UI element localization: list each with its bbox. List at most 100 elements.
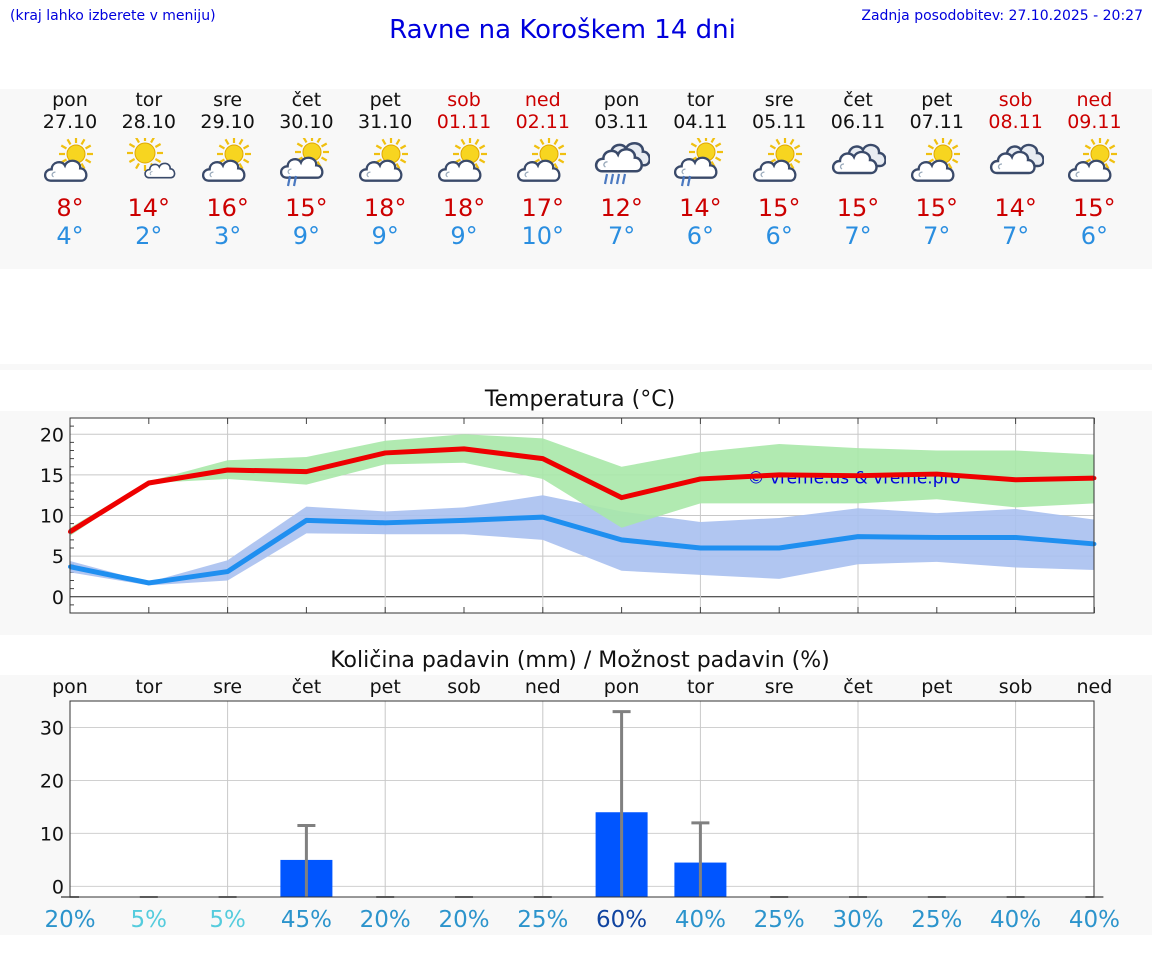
temperature-chart: © vreme.us & vreme.pro 0 5 10 15 20	[40, 417, 1097, 614]
max-temp-point	[146, 481, 151, 485]
day-column: ned 09.11 15° 6°	[1054, 89, 1134, 250]
max-temp: 15°	[757, 194, 801, 222]
day-column: pon 03.11 12° 7°	[582, 89, 662, 250]
max-temp: 18°	[442, 194, 486, 222]
max-temp-point	[698, 476, 703, 481]
max-temp-point	[777, 472, 782, 477]
max-temp-point	[1013, 477, 1018, 482]
precipitation-chart: pon tor sre čet pet sob ned pon tor sre čet pet sob n…	[40, 676, 1120, 933]
x-category-label: pon	[52, 676, 88, 698]
precipitation-probability: 20%	[438, 907, 489, 933]
x-category-label: pet	[921, 676, 952, 698]
max-temp: 14°	[127, 194, 171, 222]
partly-cloudy-icon	[359, 138, 409, 182]
day-column: ned 02.11 17° 10°	[503, 89, 583, 250]
max-temp-line	[68, 446, 1095, 534]
plot-frame	[69, 700, 1095, 898]
x-category-label: ned	[1077, 676, 1113, 698]
y-tick-label: 20	[40, 424, 64, 446]
max-temp-point	[383, 450, 388, 455]
precipitation-probability: 25%	[911, 907, 962, 933]
partly-cloudy-icon	[516, 138, 566, 182]
precipitation-title: Količina padavin (mm) / Možnost padavin …	[330, 648, 830, 673]
precipitation-probability: 25%	[754, 907, 805, 933]
max-temp: 15°	[836, 194, 880, 222]
day-column: tor 04.11 14° 6°	[660, 89, 740, 250]
day-date: 29.10	[200, 111, 255, 133]
day-date: 28.10	[121, 111, 176, 133]
min-temp-range-band	[70, 495, 1095, 586]
day-column: sre 05.11 15° 6°	[739, 89, 819, 250]
min-temp-point	[934, 535, 939, 540]
y-tick-label: 20	[40, 770, 64, 792]
day-column: čet 06.11 15° 7°	[818, 89, 898, 250]
precipitation-probability: 30%	[832, 907, 883, 933]
x-category-label: tor	[135, 676, 162, 698]
x-category-label: sre	[213, 676, 242, 698]
min-temp-point	[777, 546, 782, 550]
x-category-label: čet	[292, 676, 322, 698]
max-temp: 17°	[521, 194, 565, 222]
min-temp-point	[304, 518, 309, 523]
separator-band	[0, 364, 1152, 370]
max-temp-point	[619, 495, 624, 500]
sunny-small-cloud-icon	[126, 138, 176, 179]
day-date: 05.11	[751, 111, 807, 133]
temperature-title: Temperatura (°C)	[484, 387, 676, 412]
partly-cloudy-icon	[201, 138, 251, 182]
day-date: 01.11	[436, 111, 492, 133]
cloudy-icon	[831, 143, 886, 175]
y-tick-label: 10	[40, 506, 64, 528]
precipitation-probability: 20%	[360, 907, 411, 933]
precipitation-probability: 5%	[131, 907, 168, 933]
day-name: tor	[135, 89, 163, 111]
forecast-days: pon 27.10 8° 4° tor 28.10 14° 2° sre 29.10 16° 3…	[0, 89, 1152, 269]
x-category-label: sre	[765, 676, 794, 698]
min-temp: 6°	[1080, 222, 1109, 250]
precipitation-probability: 5%	[209, 907, 246, 933]
day-date: 08.11	[988, 111, 1043, 133]
max-temp: 16°	[206, 194, 249, 222]
x-category-label: tor	[687, 676, 714, 698]
plot-frame	[69, 417, 1095, 614]
min-temp: 6°	[765, 222, 793, 250]
precipitation-probability: 60%	[596, 907, 647, 933]
max-temp-point	[225, 468, 230, 472]
day-column: tor 28.10 14° 2°	[109, 89, 189, 250]
min-temp-point	[856, 534, 860, 539]
max-temp-point	[540, 456, 545, 461]
forecast-band	[0, 89, 1152, 269]
day-name: pon	[52, 89, 88, 111]
max-temp: 14°	[994, 194, 1037, 222]
last-updated: Zadnja posodobitev: 27.10.2025 - 20:27	[861, 8, 1143, 24]
min-temp: 7°	[1001, 222, 1030, 250]
day-date: 06.11	[830, 111, 886, 133]
max-temp-point	[934, 472, 939, 477]
day-column: pet 07.11 15° 7°	[897, 89, 977, 250]
max-temp-range-band	[70, 434, 1095, 536]
min-temp-line	[69, 514, 1095, 586]
min-temp: 6°	[686, 222, 715, 250]
day-date: 07.11	[909, 111, 964, 133]
min-temp: 7°	[607, 222, 636, 250]
day-name: tor	[686, 89, 714, 111]
partly-cloudy-icon	[43, 138, 93, 182]
location-hint: (kraj lahko izberete v meniju)	[10, 8, 216, 24]
partly-cloudy-icon	[1068, 138, 1118, 182]
precipitation-probability: 40%	[675, 907, 726, 933]
day-name: ned	[524, 89, 561, 111]
max-temp: 15°	[1073, 194, 1116, 222]
x-category-label: pon	[604, 676, 640, 698]
watermark: © vreme.us & vreme.pro	[747, 468, 960, 488]
x-category-label: sob	[447, 676, 481, 698]
y-tick-label: 10	[40, 823, 64, 845]
y-tick-label: 15	[40, 465, 64, 487]
max-temp: 12°	[600, 194, 643, 222]
precipitation-probability: 40%	[1069, 907, 1120, 933]
day-date: 30.10	[279, 111, 334, 133]
max-temp-point	[462, 446, 466, 451]
min-temp: 9°	[371, 222, 399, 250]
day-name: čet	[843, 89, 873, 111]
day-name: sre	[764, 89, 794, 111]
plot-area	[70, 701, 1094, 897]
